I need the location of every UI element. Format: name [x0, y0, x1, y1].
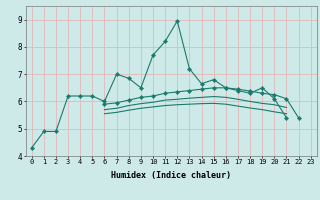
X-axis label: Humidex (Indice chaleur): Humidex (Indice chaleur) [111, 171, 231, 180]
